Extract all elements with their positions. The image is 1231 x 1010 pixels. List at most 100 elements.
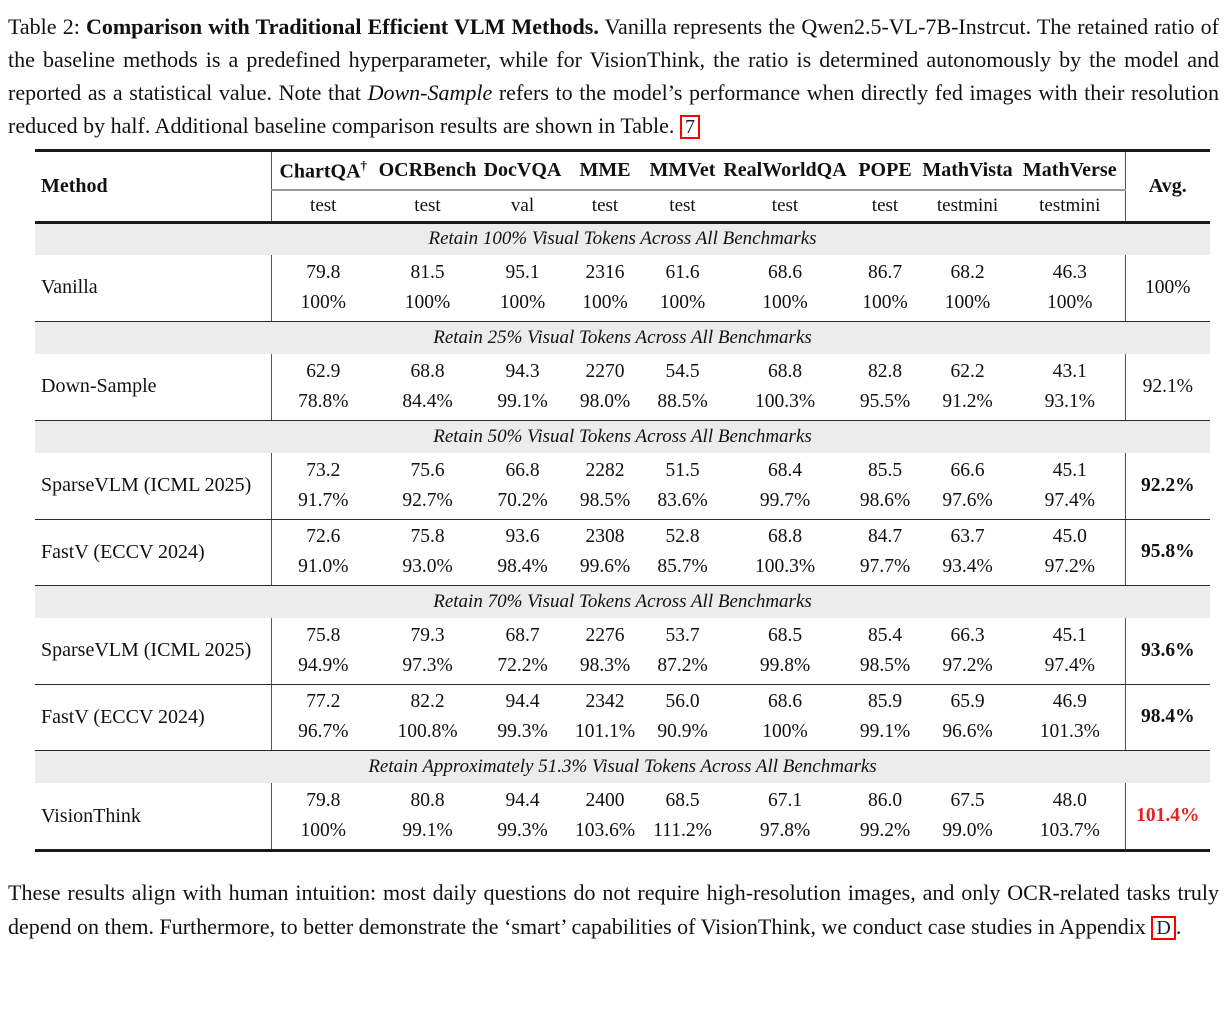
col-header-label: MMVet	[649, 159, 716, 181]
score-value: 72.6	[306, 526, 341, 547]
col-header-label: ChartQA	[279, 160, 361, 183]
score-percent: 97.7%	[859, 556, 911, 577]
score-percent: 98.3%	[579, 654, 631, 676]
score-percent: 99.2%	[859, 820, 911, 841]
score-percent: 101.3%	[1039, 721, 1100, 742]
score-value: 2316	[585, 261, 625, 283]
section-band-row: Retain Approximately 51.3% Visual Tokens…	[35, 750, 1210, 783]
score-value: 2282	[585, 459, 625, 481]
score-cell: 46.9 101.3%	[1015, 684, 1125, 751]
score-cell: 75.8 94.9%	[270, 618, 375, 685]
score-cell: 62.2 91.2%	[920, 354, 1015, 421]
score-value: 65.9	[950, 691, 985, 712]
score-percent: 98.0%	[579, 390, 631, 412]
method-name: FastV (ECCV 2024)	[35, 684, 271, 751]
section-band-row: Retain 70% Visual Tokens Across All Benc…	[35, 585, 1210, 618]
score-value: 94.4	[505, 691, 540, 712]
score-cell: 56.0 90.9%	[645, 684, 720, 751]
score-value: 66.3	[950, 624, 985, 646]
col-header-label: OCRBench	[378, 159, 477, 181]
score-cell: 68.7 72.2%	[480, 618, 565, 685]
score-cell: 94.4 99.3%	[480, 783, 565, 849]
score-percent: 95.5%	[859, 390, 911, 412]
score-cell: 67.5 99.0%	[920, 783, 1015, 849]
method-name: Vanilla	[35, 255, 271, 322]
score-percent: 101.1%	[574, 721, 636, 742]
footer-body-2: .	[1175, 914, 1182, 939]
row-fastv-eccv-2024: FastV (ECCV 2024) 72.6 91.0% 75.8 93.0% 93.6 9…	[35, 519, 1210, 586]
score-value: 80.8	[410, 790, 445, 811]
col-split-ocrbench: test	[375, 190, 480, 224]
method-name: SparseVLM (ICML 2025)	[35, 618, 271, 685]
row-visionthink: VisionThink 79.8 100% 80.8 99.1% 94.4 99.3% 240…	[35, 783, 1210, 849]
score-percent: 96.7%	[298, 721, 349, 742]
score-cell: 66.6 97.6%	[920, 453, 1015, 520]
score-cell: 94.3 99.1%	[480, 354, 565, 421]
caption-prefix: Table 2:	[8, 14, 86, 39]
score-value: 95.1	[505, 261, 540, 283]
score-percent: 103.7%	[1039, 820, 1100, 841]
score-value: 86.0	[867, 790, 903, 811]
score-value: 68.2	[950, 261, 985, 283]
score-percent: 96.6%	[942, 721, 993, 742]
table-7-ref-link[interactable]: 7	[679, 115, 700, 139]
col-header-label: RealWorldQA	[723, 159, 847, 181]
score-cell: 45.1 97.4%	[1015, 453, 1125, 520]
col-header-mme: MME	[565, 152, 645, 191]
row-sparsevlm-icml-2025: SparseVLM (ICML 2025) 73.2 91.7% 75.6 92.7% 6…	[35, 453, 1210, 520]
score-cell: 2308 99.6%	[565, 519, 645, 586]
col-split-docvqa: val	[480, 190, 565, 224]
section-band-label: Retain 25% Visual Tokens Across All Benc…	[35, 321, 1210, 354]
col-split-mme: test	[565, 190, 645, 224]
caption-italic-term: Down-Sample	[367, 80, 493, 105]
score-cell: 54.5 88.5%	[645, 354, 720, 421]
score-cell: 68.8 100.3%	[720, 519, 850, 586]
score-percent: 99.1%	[402, 820, 453, 841]
score-cell: 86.0 99.2%	[850, 783, 920, 849]
score-cell: 63.7 93.4%	[920, 519, 1015, 586]
avg-header: Avg.	[1124, 152, 1210, 224]
score-value: 75.8	[306, 624, 341, 646]
score-percent: 100%	[659, 291, 706, 313]
score-percent: 83.6%	[657, 489, 708, 511]
table-caption: Table 2: Comparison with Traditional Eff…	[8, 10, 1219, 142]
score-percent: 97.2%	[942, 654, 993, 676]
score-value: 48.0	[1052, 790, 1087, 811]
score-percent: 91.0%	[298, 556, 349, 577]
col-header-mathvista: MathVista	[920, 152, 1015, 191]
score-value: 79.3	[410, 624, 445, 646]
score-percent: 91.7%	[298, 489, 349, 511]
score-value: 77.2	[306, 691, 341, 712]
score-percent: 98.5%	[579, 489, 631, 511]
page: Table 2: Comparison with Traditional Eff…	[8, 10, 1219, 940]
score-percent: 100%	[862, 291, 908, 313]
score-value: 75.8	[410, 526, 445, 547]
score-cell: 51.5 83.6%	[645, 453, 720, 520]
score-percent: 92.7%	[402, 489, 453, 511]
score-cell: 95.1 100%	[480, 255, 565, 322]
score-value: 67.1	[767, 790, 803, 811]
score-value: 68.5	[767, 624, 803, 646]
score-value: 94.3	[505, 360, 540, 382]
appendix-d-ref-link[interactable]: D	[1151, 916, 1176, 940]
score-percent: 98.6%	[859, 489, 911, 511]
avg-cell: 92.1%	[1124, 354, 1210, 421]
col-header-label: MME	[579, 159, 631, 181]
score-percent: 93.0%	[402, 556, 453, 577]
score-percent: 100.3%	[754, 556, 816, 577]
score-cell: 82.2 100.8%	[375, 684, 480, 751]
score-percent: 100%	[404, 291, 451, 313]
score-cell: 93.6 98.4%	[480, 519, 565, 586]
avg-cell: 101.4%	[1124, 783, 1210, 849]
score-cell: 2270 98.0%	[565, 354, 645, 421]
score-value: 63.7	[950, 526, 985, 547]
col-header-label: MathVerse	[1022, 159, 1117, 181]
score-value: 66.6	[950, 459, 985, 481]
score-percent: 100%	[582, 291, 628, 313]
score-cell: 82.8 95.5%	[850, 354, 920, 421]
score-percent: 97.2%	[1044, 556, 1095, 577]
col-split-mmvet: test	[645, 190, 720, 224]
col-split-mathverse: testmini	[1015, 190, 1125, 224]
score-cell: 43.1 93.1%	[1015, 354, 1125, 421]
score-percent: 100%	[762, 291, 808, 313]
